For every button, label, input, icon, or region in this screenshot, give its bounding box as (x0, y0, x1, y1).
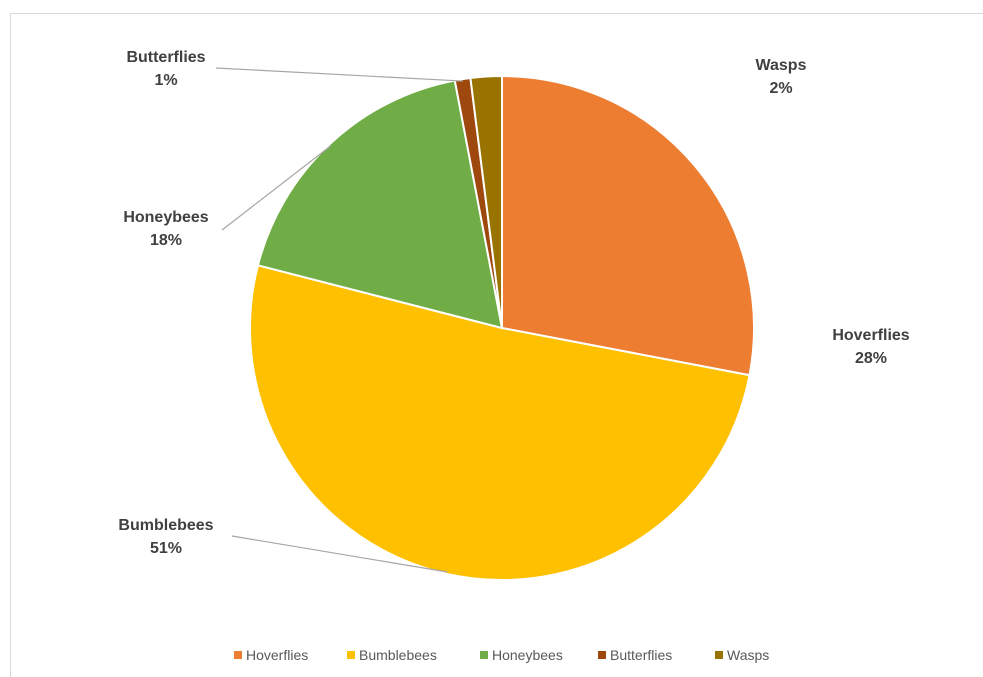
legend-item-honeybees: Honeybees (480, 647, 563, 663)
pie-slice-hoverflies (501, 74, 755, 377)
legend-swatch-butterflies (598, 651, 606, 659)
data-label-value-bumblebees: 51% (150, 540, 182, 557)
pie-slice-honeybees (256, 79, 504, 330)
data-label-name-bumblebees: Bumblebees (118, 517, 213, 534)
legend-swatch-hoverflies (234, 651, 242, 659)
legend-swatch-honeybees (480, 651, 488, 659)
pie-slice-wasps (469, 74, 503, 329)
legend-swatch-bumblebees (347, 651, 355, 659)
chart-area (10, 13, 983, 677)
legend-label-wasps: Wasps (727, 647, 769, 663)
data-label-value-butterflies: 1% (154, 72, 177, 89)
pie-slices (249, 74, 755, 581)
data-label-value-honeybees: 18% (150, 232, 182, 249)
leader-line-honeybees (221, 145, 332, 231)
legend-label-butterflies: Butterflies (610, 647, 672, 663)
legend-swatch-wasps (715, 651, 723, 659)
legend-label-honeybees: Honeybees (492, 647, 563, 663)
legend-label-hoverflies: Hoverflies (246, 647, 308, 663)
leader-line-butterflies (215, 67, 463, 82)
data-labels: Hoverflies 28% Bumblebees 51% Honeybees 18% Bu… (118, 49, 909, 557)
data-label-name-wasps: Wasps (756, 57, 807, 74)
data-label-value-hoverflies: 28% (855, 350, 887, 367)
leader-line-bumblebees (231, 535, 448, 573)
legend: Hoverflies Bumblebees Honeybees Butterflies… (234, 647, 769, 663)
legend-item-hoverflies: Hoverflies (234, 647, 308, 663)
data-label-name-butterflies: Butterflies (126, 49, 205, 66)
data-label-value-wasps: 2% (769, 80, 792, 97)
legend-label-bumblebees: Bumblebees (359, 647, 437, 663)
data-label-name-honeybees: Honeybees (123, 209, 208, 226)
legend-item-wasps: Wasps (715, 647, 769, 663)
data-label-name-hoverflies: Hoverflies (832, 327, 909, 344)
legend-item-butterflies: Butterflies (598, 647, 672, 663)
leader-lines (215, 67, 463, 573)
legend-item-bumblebees: Bumblebees (347, 647, 437, 663)
pie-slice-bumblebees (249, 264, 751, 581)
